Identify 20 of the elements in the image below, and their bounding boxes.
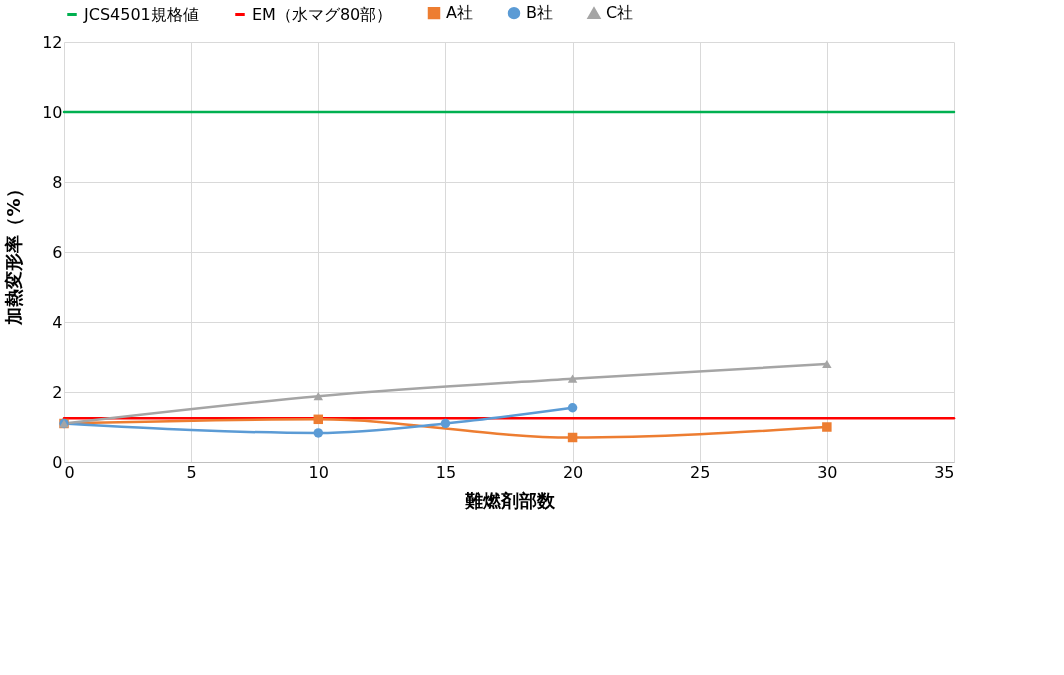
- y-tick-label: 2: [52, 382, 63, 402]
- y-tick-label: 4: [52, 312, 63, 332]
- legend-label: B社: [526, 3, 553, 23]
- x-tick-label: 25: [690, 462, 711, 482]
- y-tick-label: 10: [42, 102, 63, 122]
- legend-label: A社: [446, 3, 473, 23]
- legend-label: EM（水マグ80部）: [252, 4, 393, 24]
- y-tick-label: 6: [52, 242, 63, 262]
- legend-label: JCS4501規格値: [83, 4, 199, 24]
- y-axis-title: 加熱変形率（%）: [3, 180, 25, 326]
- legend-label: C社: [606, 3, 634, 23]
- x-tick-label: 30: [817, 462, 838, 482]
- x-tick-label: 10: [308, 462, 329, 482]
- x-tick-label: 15: [435, 462, 457, 482]
- y-tick-label: 12: [42, 32, 63, 52]
- x-tick-label: 5: [186, 462, 197, 482]
- x-axis-title: 難燃剤部数: [463, 489, 556, 511]
- y-tick-label: 8: [52, 172, 63, 192]
- x-tick-label: 35: [934, 462, 955, 482]
- x-tick-label: 20: [562, 462, 584, 482]
